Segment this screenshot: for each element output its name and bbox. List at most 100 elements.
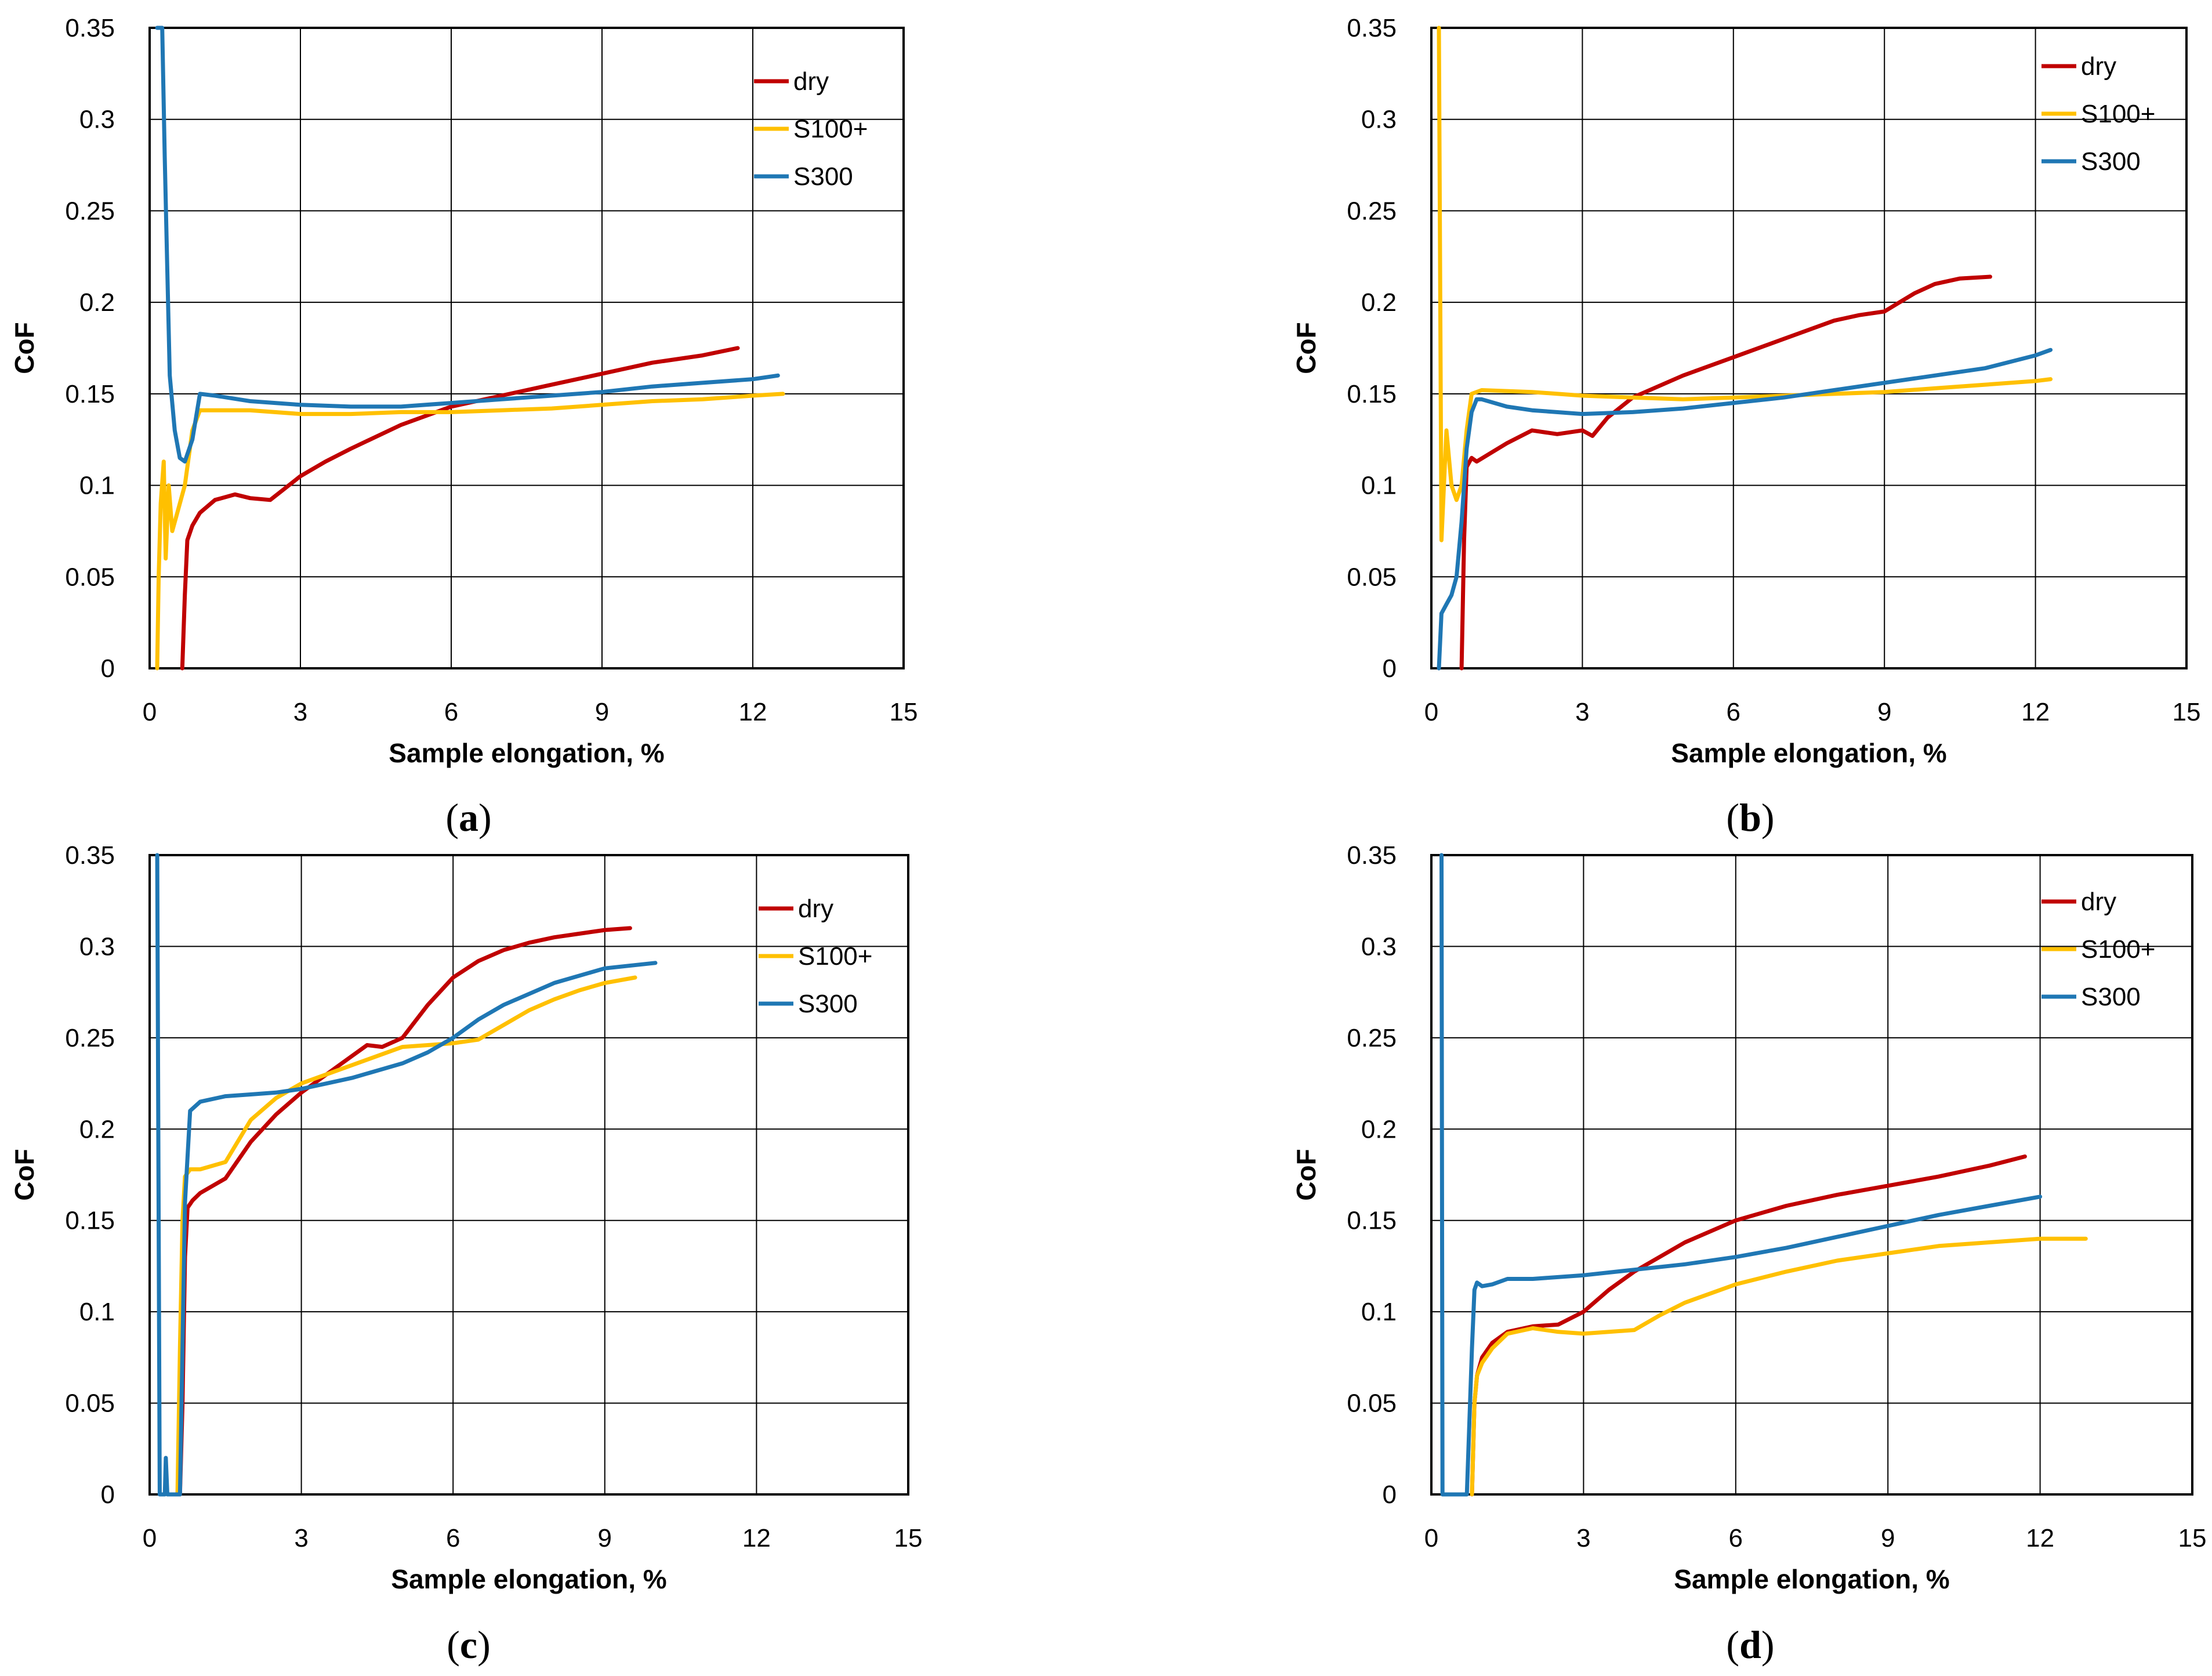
y-tick-label: 0.2 <box>79 1115 115 1143</box>
x-tick-label: 9 <box>1877 698 1891 726</box>
x-axis-title: Sample elongation, % <box>1671 738 1946 768</box>
legend-label: S100+ <box>793 115 868 143</box>
legend-label: dry <box>793 67 829 96</box>
chart-panel-a: 0 0.05 0.1 0.15 0.2 0.25 0.3 0.35 0 3 6 9 12 15 Sample… <box>9 14 918 839</box>
x-tick-label: 3 <box>293 698 307 726</box>
series-line-s100 <box>1437 26 2053 542</box>
y-axis-title: CoF <box>1291 322 1321 374</box>
legend-label: S100+ <box>2081 100 2155 128</box>
x-tick-label: 12 <box>2026 1524 2054 1552</box>
x-tick-label: 3 <box>294 1524 308 1552</box>
y-tick-label: 0.2 <box>79 288 115 317</box>
x-tick-label: 15 <box>894 1524 923 1552</box>
chart-panel-c: 0 0.05 0.1 0.15 0.2 0.25 0.3 0.35 0 3 6 9 12 15 Sample… <box>9 841 922 1667</box>
series-line-dry <box>1459 274 1992 671</box>
x-tick-label: 6 <box>444 698 458 726</box>
y-tick-label: 0.2 <box>1361 1115 1397 1143</box>
plot-frame <box>1430 27 2188 669</box>
legend-label: dry <box>2081 888 2116 916</box>
series-line-s100 <box>155 392 785 671</box>
y-tick-label: 0 <box>101 654 115 683</box>
y-tick-label: 0.25 <box>1347 197 1397 225</box>
panel-caption: (a) <box>445 795 491 839</box>
series-line-s100 <box>175 975 637 1497</box>
x-tick-label: 3 <box>1576 1524 1590 1552</box>
y-tick-label: 0.1 <box>79 472 115 500</box>
series-line-s300 <box>1437 347 2053 671</box>
y-tick-label: 0.35 <box>1347 14 1397 42</box>
y-tick-label: 0.3 <box>79 106 115 134</box>
panel-caption: (b) <box>1726 795 1774 839</box>
series-line-dry <box>180 346 740 671</box>
y-tick-label: 0.35 <box>65 841 115 870</box>
y-tick-label: 0.25 <box>65 1024 115 1052</box>
y-tick-label: 0.15 <box>1347 1207 1397 1235</box>
x-tick-label: 15 <box>2178 1524 2207 1552</box>
x-tick-label: 6 <box>1729 1524 1743 1552</box>
x-tick-label: 15 <box>890 698 918 726</box>
legend-label: S300 <box>2081 983 2141 1011</box>
x-tick-label: 0 <box>143 1524 157 1552</box>
x-tick-label: 12 <box>2021 698 2050 726</box>
x-tick-label: 0 <box>1424 698 1438 726</box>
x-tick-label: 0 <box>1424 1524 1438 1552</box>
y-tick-label: 0.05 <box>65 563 115 591</box>
y-tick-label: 0.1 <box>79 1298 115 1326</box>
x-axis-title: Sample elongation, % <box>389 738 664 768</box>
legend-label: dry <box>798 895 833 923</box>
series-line-s300 <box>155 26 780 464</box>
x-tick-label: 12 <box>742 1524 771 1552</box>
x-tick-label: 3 <box>1575 698 1589 726</box>
chart-panel-d: 0 0.05 0.1 0.15 0.2 0.25 0.3 0.35 0 3 6 9 12 15 Sample… <box>1291 841 2206 1667</box>
x-tick-label: 6 <box>446 1524 460 1552</box>
legend-label: S300 <box>2081 147 2141 176</box>
series-line-s300 <box>1439 853 2043 1497</box>
x-axis-title: Sample elongation, % <box>391 1564 666 1594</box>
y-axis-title: CoF <box>9 322 39 374</box>
y-tick-label: 0.15 <box>65 380 115 408</box>
y-axis-title: CoF <box>1291 1149 1321 1200</box>
y-tick-label: 0.35 <box>65 14 115 42</box>
legend-label: S100+ <box>798 942 872 971</box>
y-axis-title: CoF <box>9 1149 39 1200</box>
y-tick-label: 0.05 <box>1347 1389 1397 1418</box>
y-tick-label: 0.05 <box>65 1389 115 1418</box>
y-tick-label: 0.1 <box>1361 472 1397 500</box>
y-tick-label: 0.25 <box>1347 1024 1397 1052</box>
legend-label: dry <box>2081 52 2116 81</box>
legend-label: S300 <box>798 990 858 1018</box>
y-tick-label: 0.3 <box>1361 106 1397 134</box>
x-tick-label: 12 <box>739 698 767 726</box>
y-tick-label: 0 <box>1383 1480 1397 1509</box>
x-tick-label: 9 <box>598 1524 612 1552</box>
x-tick-label: 15 <box>2173 698 2201 726</box>
panel-caption: (c) <box>447 1623 491 1667</box>
x-tick-label: 6 <box>1727 698 1740 726</box>
y-tick-label: 0.1 <box>1361 1298 1397 1326</box>
series-line-dry <box>177 926 632 1497</box>
legend-label: S300 <box>793 162 853 191</box>
series-line-s100 <box>1470 1236 2088 1497</box>
y-tick-label: 0.35 <box>1347 841 1397 870</box>
plot-frame <box>148 854 909 1496</box>
legend-label: S100+ <box>2081 935 2155 964</box>
plot-frame <box>1430 854 2193 1496</box>
x-axis-title: Sample elongation, % <box>1674 1564 1949 1594</box>
y-tick-label: 0.3 <box>1361 932 1397 961</box>
panel-caption: (d) <box>1726 1623 1774 1667</box>
y-tick-label: 0.15 <box>1347 380 1397 408</box>
x-tick-label: 9 <box>595 698 609 726</box>
series-line-dry <box>1470 1154 2027 1497</box>
chart-panel-b: 0 0.05 0.1 0.15 0.2 0.25 0.3 0.35 0 3 6 9 12 15 Sample… <box>1291 14 2200 839</box>
y-tick-label: 0.05 <box>1347 563 1397 591</box>
y-tick-label: 0 <box>1383 654 1397 683</box>
plot-frame <box>148 27 905 669</box>
series-line-s300 <box>155 853 658 1497</box>
x-tick-label: 0 <box>143 698 157 726</box>
y-tick-label: 0 <box>101 1480 115 1509</box>
y-tick-label: 0.2 <box>1361 288 1397 317</box>
y-tick-label: 0.3 <box>79 932 115 961</box>
x-tick-label: 9 <box>1881 1524 1895 1552</box>
